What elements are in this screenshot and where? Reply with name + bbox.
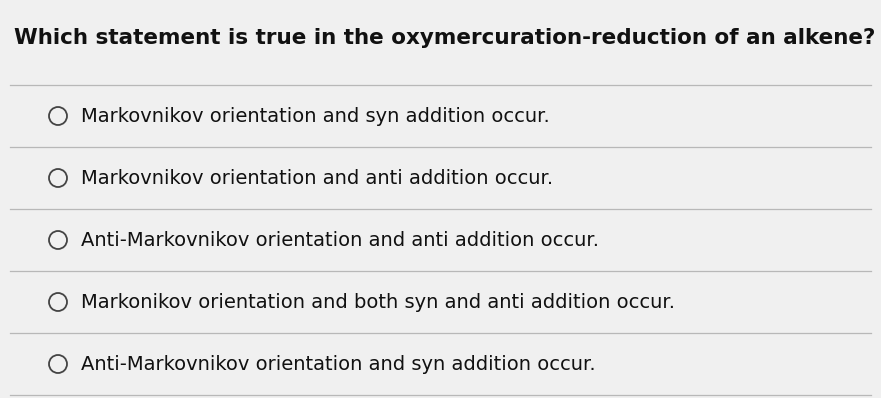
Text: Markonikov orientation and both syn and anti addition occur.: Markonikov orientation and both syn and … xyxy=(81,293,675,312)
Text: Markovnikov orientation and syn addition occur.: Markovnikov orientation and syn addition… xyxy=(81,107,550,125)
Text: Anti-Markovnikov orientation and anti addition occur.: Anti-Markovnikov orientation and anti ad… xyxy=(81,230,599,250)
Text: Anti-Markovnikov orientation and syn addition occur.: Anti-Markovnikov orientation and syn add… xyxy=(81,355,596,373)
Text: Markovnikov orientation and anti addition occur.: Markovnikov orientation and anti additio… xyxy=(81,168,553,187)
Text: Which statement is true in the oxymercuration-reduction of an alkene?: Which statement is true in the oxymercur… xyxy=(14,28,876,48)
